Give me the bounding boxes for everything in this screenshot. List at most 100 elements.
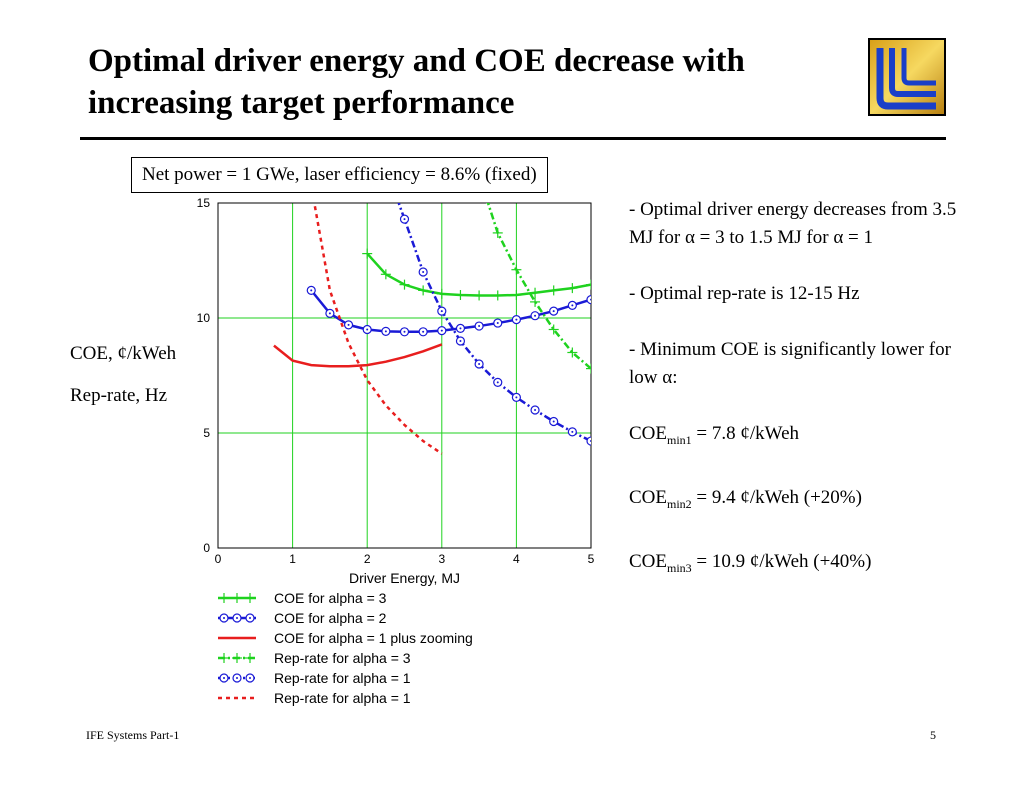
y-axis-label-rep-rate: Rep-rate, Hz xyxy=(70,385,168,406)
legend-marker xyxy=(219,593,229,603)
x-tick-label: 1 xyxy=(289,552,296,566)
title-divider xyxy=(80,137,946,140)
legend-marker xyxy=(232,673,242,683)
legend-marker xyxy=(245,593,255,603)
data-point xyxy=(325,308,335,319)
note-optimal-rep-rate: - Optimal rep-rate is 12-15 Hz xyxy=(629,283,860,304)
series-6 xyxy=(313,203,443,455)
data-point xyxy=(586,363,591,374)
data-point xyxy=(455,290,466,300)
note-optimal-energy: - Optimal driver energy decreases from 3… xyxy=(629,199,957,248)
data-point xyxy=(474,290,485,301)
legend-entry: Rep-rate for alpha = 1 xyxy=(218,670,411,686)
data-point xyxy=(418,327,428,337)
data-point xyxy=(343,320,354,330)
x-axis-title: Driver Energy, MJ xyxy=(349,570,460,586)
footer-course-title: IFE Systems Part-1 xyxy=(86,728,180,742)
x-tick-label: 4 xyxy=(513,552,520,566)
data-point xyxy=(548,324,559,335)
data-point xyxy=(474,359,484,369)
data-point xyxy=(567,427,577,437)
data-point xyxy=(362,324,372,335)
legend-marker xyxy=(232,613,242,623)
data-point xyxy=(492,290,503,301)
data-point xyxy=(567,300,577,310)
data-point xyxy=(511,264,522,275)
data-point xyxy=(437,306,447,316)
data-point xyxy=(549,306,559,316)
series-3 xyxy=(273,343,443,368)
data-point xyxy=(530,296,541,307)
data-point xyxy=(548,285,559,296)
data-point xyxy=(381,326,391,336)
y-axis-label-coe: COE, ¢/kWeh xyxy=(70,343,177,364)
data-point xyxy=(492,227,503,238)
coe-min3: COEmin3 = 10.9 ¢/kWeh (+40%) xyxy=(629,550,872,575)
data-point xyxy=(474,321,484,331)
legend-marker xyxy=(219,673,229,683)
legend-entry: COE for alpha = 3 xyxy=(218,590,387,606)
data-point xyxy=(399,327,410,337)
llnl-logo-icon xyxy=(868,38,946,116)
y-tick-label: 5 xyxy=(203,426,210,440)
slide-title: Optimal driver energy and COE decrease w… xyxy=(88,43,745,121)
data-point xyxy=(511,290,522,300)
legend-marker xyxy=(245,653,255,663)
chart-subtitle-box: Net power = 1 GWe, laser efficiency = 8.… xyxy=(131,157,548,193)
legend-marker xyxy=(245,613,255,623)
legend-label: COE for alpha = 1 plus zooming xyxy=(274,630,473,646)
series-5 xyxy=(393,194,591,446)
data-point xyxy=(362,248,373,259)
series-1 xyxy=(362,248,591,301)
data-point xyxy=(493,318,503,328)
data-point xyxy=(586,279,591,290)
series-line xyxy=(273,343,443,368)
data-point xyxy=(567,283,578,294)
x-tick-label: 0 xyxy=(215,552,222,566)
data-point xyxy=(418,285,429,296)
series-line xyxy=(313,203,443,455)
series-line xyxy=(397,203,591,443)
y-tick-label: 0 xyxy=(203,541,210,555)
legend-label: Rep-rate for alpha = 3 xyxy=(274,650,411,666)
data-point xyxy=(380,269,391,280)
legend-marker xyxy=(232,653,242,663)
series-line xyxy=(486,203,591,370)
legend-entry: Rep-rate for alpha = 1 xyxy=(218,690,411,706)
y-tick-label: 15 xyxy=(197,196,211,210)
data-point xyxy=(437,326,447,336)
coe-min2: COEmin2 = 9.4 ¢/kWeh (+20%) xyxy=(629,486,862,511)
data-point xyxy=(567,347,578,358)
x-tick-label: 2 xyxy=(364,552,371,566)
x-tick-label: 5 xyxy=(588,552,595,566)
notes-panel: - Optimal driver energy decreases from 3… xyxy=(629,196,959,611)
legend-entry: COE for alpha = 1 plus zooming xyxy=(218,630,473,646)
legend-label: COE for alpha = 3 xyxy=(274,590,387,606)
data-point xyxy=(455,336,466,346)
data-point xyxy=(586,436,591,446)
legend-marker xyxy=(245,673,255,683)
legend-marker xyxy=(219,613,229,623)
legend-label: Rep-rate for alpha = 1 xyxy=(274,670,411,686)
page-number: 5 xyxy=(930,728,936,742)
legend-marker xyxy=(232,593,242,603)
legend-label: COE for alpha = 2 xyxy=(274,610,387,626)
plot-frame xyxy=(217,202,592,549)
data-point xyxy=(511,392,521,402)
series-4 xyxy=(485,203,591,374)
data-point xyxy=(436,288,447,299)
data-point xyxy=(393,194,401,202)
data-point xyxy=(530,287,541,298)
data-point xyxy=(511,315,521,325)
data-point xyxy=(530,405,540,415)
data-point xyxy=(530,311,540,321)
data-point xyxy=(493,377,503,387)
y-tick-label: 10 xyxy=(197,311,211,325)
data-point xyxy=(485,203,488,204)
legend-marker xyxy=(219,653,229,663)
series-line xyxy=(366,252,591,297)
series-line xyxy=(310,289,591,334)
legend-entry: Rep-rate for alpha = 3 xyxy=(218,650,411,666)
data-point xyxy=(399,214,410,224)
line-chart: 0 1 2 3 4 5 0 5 10 15 Driver Energy, MJ COE for alp… xyxy=(197,194,595,706)
